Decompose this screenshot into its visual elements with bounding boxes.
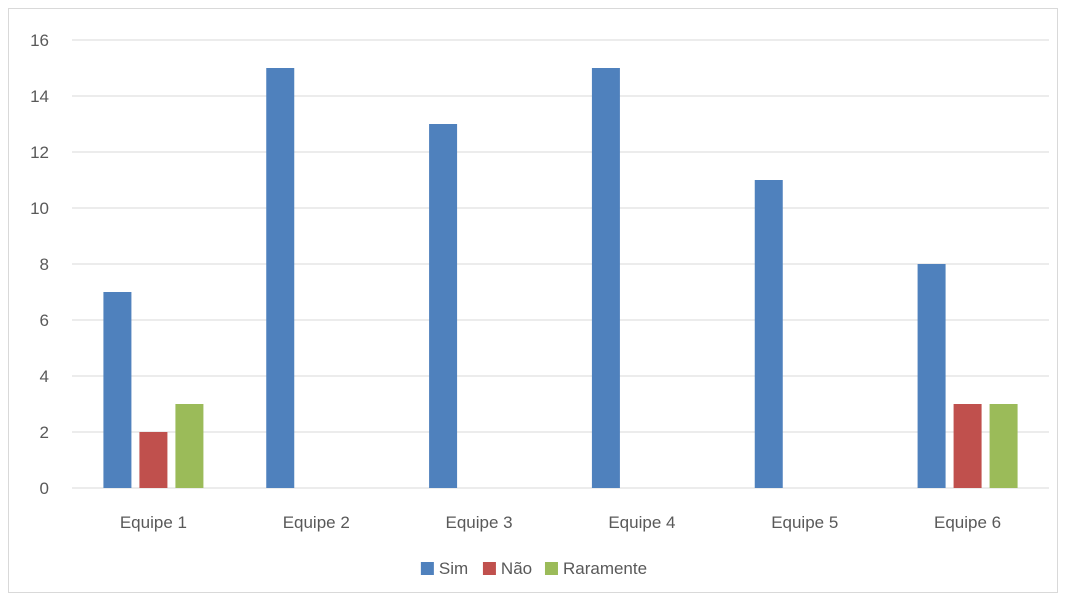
- legend-swatch: [482, 562, 496, 575]
- legend-label: Raramente: [563, 559, 647, 578]
- legend-swatch: [420, 562, 434, 575]
- y-tick-label: 2: [40, 423, 49, 442]
- chart-frame: 0 2 4 6 8 10 12 14 16 Equipe 1 Equipe 2 Equipe 3 Eq…: [8, 8, 1058, 593]
- x-axis-ticks: Equipe 1 Equipe 2 Equipe 3 Equipe 4 Equipe 5…: [120, 513, 1001, 532]
- y-tick-label: 4: [40, 367, 49, 386]
- y-tick-label: 16: [30, 31, 49, 50]
- gridlines: [72, 39, 1049, 489]
- bar-raramente-6: [989, 404, 1018, 488]
- legend-swatch: [544, 562, 558, 575]
- x-tick-label: Equipe 5: [771, 513, 838, 532]
- bar-sim-6: [917, 264, 946, 488]
- bar-sim-3: [429, 124, 458, 488]
- y-tick-label: 6: [40, 311, 49, 330]
- bars: [103, 68, 1018, 488]
- legend-label: Não: [501, 559, 532, 578]
- y-tick-label: 8: [40, 255, 49, 274]
- bar-raramente-1: [175, 404, 204, 488]
- y-axis-ticks: 0 2 4 6 8 10 12 14 16: [30, 31, 49, 498]
- y-tick-label: 0: [40, 479, 49, 498]
- bar-sim-4: [591, 68, 620, 488]
- x-tick-label: Equipe 4: [608, 513, 675, 532]
- bar-no-6: [953, 404, 982, 488]
- legend-label: Sim: [439, 559, 468, 578]
- bar-sim-5: [754, 180, 783, 488]
- x-tick-label: Equipe 6: [934, 513, 1001, 532]
- x-tick-label: Equipe 3: [446, 513, 513, 532]
- x-tick-label: Equipe 2: [283, 513, 350, 532]
- y-tick-label: 14: [30, 87, 49, 106]
- bar-sim-1: [103, 292, 132, 488]
- legend: Sim Não Raramente: [420, 559, 647, 578]
- bar-no-1: [139, 432, 168, 488]
- y-tick-label: 12: [30, 143, 49, 162]
- y-tick-label: 10: [30, 199, 49, 218]
- bar-sim-2: [266, 68, 295, 488]
- x-tick-label: Equipe 1: [120, 513, 187, 532]
